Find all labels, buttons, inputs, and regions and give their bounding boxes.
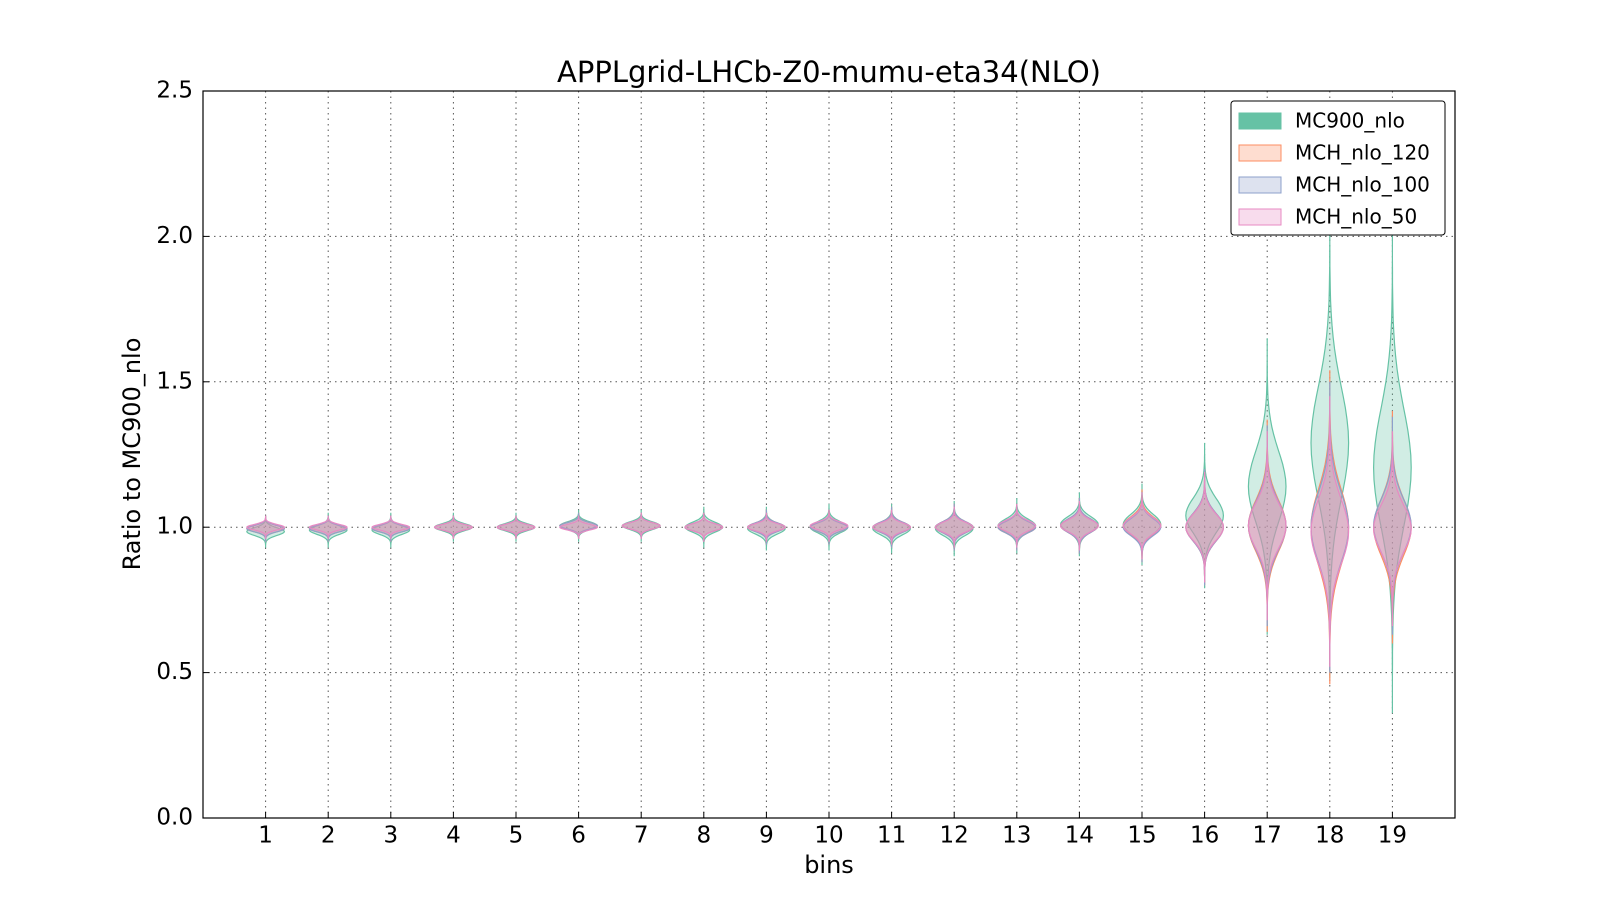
- x-tick-label: 19: [1378, 823, 1407, 849]
- violin: [621, 509, 661, 542]
- violin: [308, 515, 348, 539]
- x-tick-label: 13: [1002, 823, 1031, 849]
- violin: [621, 512, 661, 539]
- x-tick-label: 7: [634, 823, 649, 849]
- x-axis-label: bins: [804, 851, 854, 879]
- legend: MC900_nlo MCH_nlo_120 MCH_nlo_100 MCH_nlo_5…: [1230, 100, 1446, 236]
- violin: [308, 515, 348, 542]
- violin: [809, 509, 849, 542]
- legend-swatch: [1238, 144, 1282, 162]
- violin: [371, 515, 411, 539]
- violin: [1059, 498, 1099, 554]
- x-tick-label: 10: [814, 823, 843, 849]
- violin: [1247, 425, 1287, 627]
- legend-label: MCH_nlo_50: [1295, 205, 1417, 229]
- violin: [872, 509, 912, 545]
- x-tick-label: 15: [1127, 823, 1156, 849]
- violin: [1122, 492, 1162, 563]
- violin: [496, 512, 536, 542]
- violin: [1122, 492, 1162, 560]
- x-tick-label: 8: [696, 823, 711, 849]
- violin: [1122, 489, 1162, 563]
- y-tick-label: 0.5: [156, 659, 193, 685]
- x-tick-label: 14: [1065, 823, 1094, 849]
- y-tick-label: 0.0: [156, 805, 193, 831]
- legend-label: MCH_nlo_100: [1295, 173, 1430, 197]
- legend-swatch: [1238, 208, 1282, 226]
- violin: [872, 506, 912, 548]
- violin: [872, 503, 912, 554]
- y-tick-label: 2.0: [156, 223, 193, 249]
- legend-box: [1230, 100, 1446, 236]
- x-tick-label: 5: [509, 823, 524, 849]
- violin: [1247, 431, 1287, 621]
- violin: [308, 512, 348, 548]
- violin: [1372, 410, 1412, 644]
- violin: [246, 515, 286, 542]
- x-tick-label: 17: [1253, 823, 1282, 849]
- violin: [746, 506, 786, 551]
- violin: [1185, 469, 1225, 586]
- violin: [1310, 396, 1350, 667]
- violin: [1185, 471, 1225, 583]
- chart-title: APPLgrid-LHCb-Z0-mumu-eta34(NLO): [557, 55, 1101, 89]
- x-tick-label: 1: [258, 823, 273, 849]
- violin: [433, 515, 473, 539]
- y-axis-label: Ratio to MC900_nlo: [118, 338, 146, 571]
- x-tick-label: 2: [321, 823, 336, 849]
- violin: [809, 503, 849, 551]
- violin: [934, 506, 974, 548]
- x-tick-label: 11: [877, 823, 906, 849]
- legend-label: MC900_nlo: [1295, 109, 1405, 133]
- violin: [1372, 431, 1412, 627]
- axes-frame: [202, 90, 1456, 819]
- plot-area: [246, 207, 1412, 714]
- violin: [496, 515, 536, 539]
- violin: [559, 515, 599, 539]
- violin: [1372, 221, 1412, 714]
- y-tick-label: 2.5: [156, 78, 193, 104]
- violin: [246, 515, 286, 548]
- x-tick-label: 3: [383, 823, 398, 849]
- violin: [997, 503, 1037, 548]
- violin: [1310, 370, 1350, 685]
- x-tick-label: 9: [759, 823, 774, 849]
- x-tick-label: 12: [940, 823, 969, 849]
- violin: [997, 503, 1037, 551]
- violin: [684, 512, 724, 542]
- violin: [371, 515, 411, 542]
- violin: [809, 509, 849, 545]
- y-tick-label: 1.5: [156, 368, 193, 394]
- x-tick-label: 6: [571, 823, 586, 849]
- violin: [559, 512, 599, 539]
- legend-label: MCH_nlo_120: [1295, 141, 1430, 165]
- x-tick-label: 18: [1315, 823, 1344, 849]
- violin: [934, 503, 974, 551]
- violin: [433, 512, 473, 542]
- legend-swatch: [1238, 176, 1282, 194]
- violin: [746, 509, 786, 545]
- grid: [203, 90, 1455, 819]
- violin: [371, 512, 411, 548]
- violin: [1247, 338, 1287, 635]
- x-tick-label: 16: [1190, 823, 1219, 849]
- y-tick-label: 1.0: [156, 514, 193, 540]
- violin: [746, 512, 786, 542]
- violin: [1185, 442, 1225, 589]
- violin: [1247, 419, 1287, 632]
- x-tick-label: 4: [446, 823, 461, 849]
- legend-swatch: [1238, 112, 1282, 130]
- violin: [934, 501, 974, 557]
- violin: [1059, 501, 1099, 551]
- violin: [684, 506, 724, 548]
- violin: [246, 515, 286, 539]
